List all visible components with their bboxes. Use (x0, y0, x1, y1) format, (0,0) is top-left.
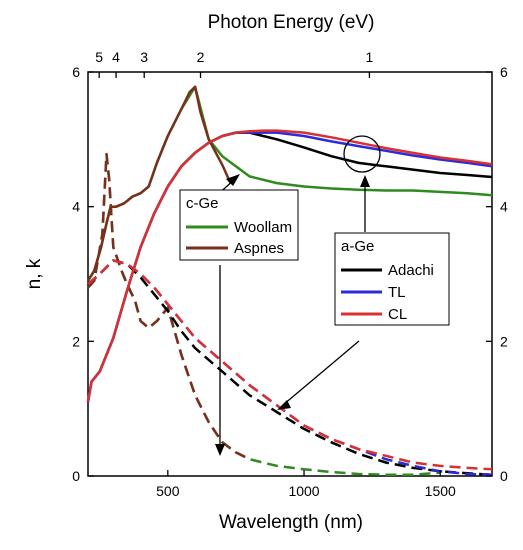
y-tick-label-left: 2 (72, 333, 80, 349)
arrowhead-a-ge-k (277, 400, 291, 410)
x-axis-title: Wavelength (nm) (219, 512, 363, 533)
y-tick-label-right: 6 (500, 64, 508, 80)
y-axis-title: n, k (24, 258, 45, 289)
legend-label-cl: CL (388, 306, 407, 323)
legend-c-ge-title: c-Ge (186, 195, 219, 212)
series-a-ge-cl-k-line (87, 259, 493, 471)
y-tick-label-left: 0 (72, 468, 80, 484)
y-tick-label-right: 2 (500, 333, 508, 349)
top-tick-label: 5 (95, 49, 103, 65)
top-tick-label: 1 (366, 49, 374, 65)
y-tick-label-left: 6 (72, 64, 80, 80)
x-tick-label: 1500 (425, 483, 456, 499)
arrowhead-c-ge-k (215, 444, 225, 456)
legend-label-aspnes: Aspnes (234, 240, 284, 257)
legend-label-tl: TL (388, 284, 406, 301)
series-c-ge-aspnes-n-line (86, 85, 232, 282)
y-tick-label-left: 4 (72, 199, 80, 215)
arrowheads (215, 174, 370, 456)
series-c-ge-aspnes-k-line (87, 152, 251, 461)
curves-layer (86, 85, 493, 476)
a-ge-highlight-ellipse (343, 135, 381, 173)
y-tick-label-right: 0 (500, 468, 508, 484)
legend-a-ge-box (334, 232, 450, 326)
arrowhead-c-ge-n (226, 174, 240, 186)
top-tick-label: 4 (112, 49, 120, 65)
annotations (207, 135, 381, 449)
legend-a-ge-title: a-Ge (341, 238, 374, 255)
legend-label-woollam: Woollam (234, 219, 292, 236)
x-tick-label: 500 (156, 483, 180, 499)
top-tick-label: 2 (197, 49, 205, 65)
legend-c-ge: c-Ge Woollam Aspnes (179, 189, 299, 261)
top-tick-label: 3 (140, 49, 148, 65)
arrow-a-ge-k (282, 340, 360, 406)
legend-a-ge: a-Ge Adachi TL CL (334, 232, 450, 326)
x-tick-label: 1000 (288, 483, 319, 499)
arrowhead-a-ge-n (360, 175, 370, 187)
legend-label-adachi: Adachi (388, 262, 434, 279)
y-tick-label-right: 4 (500, 199, 508, 215)
top-axis-title: Photon Energy (eV) (208, 12, 375, 33)
series-a-ge-cl-n-line (86, 129, 493, 403)
plot-frame (87, 71, 493, 477)
